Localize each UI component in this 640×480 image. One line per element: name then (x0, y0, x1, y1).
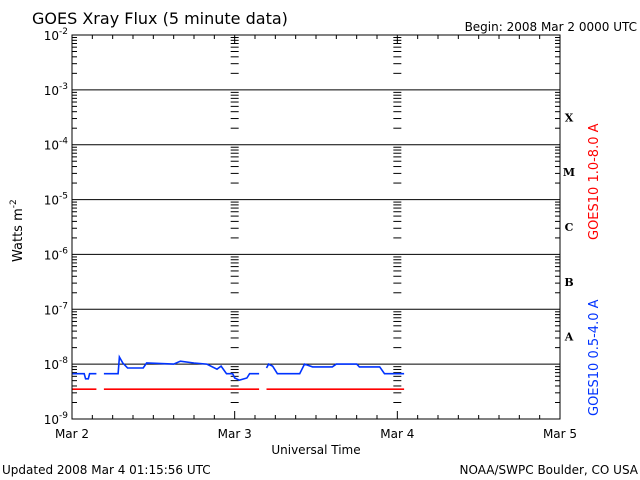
y-tick-label: 10-2 (44, 27, 68, 43)
x-tick-labels: Mar 2 Mar 3 Mar 4 Mar 5 (55, 427, 577, 441)
y-tick-base: 10 (44, 84, 59, 98)
y-tick-base: 10 (44, 248, 59, 262)
y-tick-exponent: -8 (59, 356, 68, 366)
series-line-segment (265, 363, 405, 375)
y-tick-label: 10-6 (44, 246, 69, 262)
series-line-segment (72, 372, 97, 380)
y-tick-label: 10-9 (44, 411, 69, 427)
y-tick-label: 10-3 (44, 82, 68, 98)
series-lines (72, 354, 405, 390)
flare-class-label: B (564, 276, 573, 289)
x-tick-label: Mar 2 (55, 427, 89, 441)
source-credit: NOAA/SWPC Boulder, CO USA (460, 463, 639, 477)
y-tick-base: 10 (44, 358, 59, 372)
y-tick-label: 10-7 (44, 301, 68, 317)
y-tick-label: 10-4 (44, 137, 69, 153)
legend-short-channel: GOES10 0.5-4.0 A (587, 299, 602, 416)
y-tick-exponent: -2 (59, 27, 68, 37)
y-tick-base: 10 (44, 194, 59, 208)
y-tick-label: 10-5 (44, 192, 68, 208)
y-tick-exponent: -3 (59, 82, 68, 92)
y-tick-base: 10 (44, 303, 59, 317)
y-axis-label: Watts m-2 (9, 199, 26, 262)
x-axis-label: Universal Time (271, 443, 360, 457)
x-tick-label: Mar 5 (543, 427, 577, 441)
plot-frame (71, 34, 561, 420)
y-tick-exponent: -7 (59, 301, 68, 311)
flare-class-label: M (563, 166, 575, 179)
series-line-segment (103, 354, 260, 382)
x-tick-label: Mar 4 (380, 427, 414, 441)
y-tick-exponent: -9 (59, 411, 68, 421)
y-tick-label: 10-8 (44, 356, 69, 372)
flare-class-label: A (564, 331, 574, 344)
y-tick-exponent: -6 (59, 246, 68, 256)
grid (71, 35, 561, 419)
begin-date: Begin: 2008 Mar 2 0000 UTC (465, 20, 637, 34)
y-tick-labels: 10-210-310-410-510-610-710-810-9 (44, 27, 69, 427)
flare-class-label: X (565, 111, 574, 124)
y-tick-base: 10 (44, 413, 59, 427)
y-tick-exponent: -4 (59, 137, 68, 147)
flare-class-label: C (565, 221, 574, 234)
flare-class-labels: X M C B A (563, 111, 575, 343)
chart-title: GOES Xray Flux (5 minute data) (32, 9, 288, 28)
y-tick-base: 10 (44, 139, 59, 153)
updated-timestamp: Updated 2008 Mar 4 01:15:56 UTC (2, 463, 211, 477)
x-tick-label: Mar 3 (218, 427, 252, 441)
y-tick-base: 10 (44, 29, 59, 43)
legend-long-channel: GOES10 1.0-8.0 A (587, 123, 602, 240)
y-tick-exponent: -5 (59, 192, 68, 202)
